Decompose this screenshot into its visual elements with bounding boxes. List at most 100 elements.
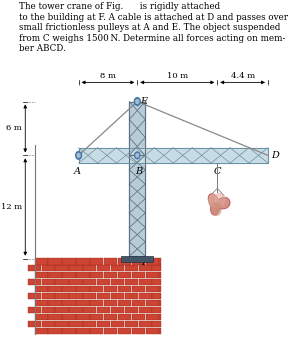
Bar bbox=[42, 279, 55, 285]
Bar bbox=[62, 258, 76, 265]
Bar bbox=[104, 314, 117, 320]
Bar bbox=[69, 265, 83, 272]
Bar bbox=[104, 286, 117, 292]
Text: 6 m: 6 m bbox=[6, 125, 22, 132]
Bar bbox=[55, 307, 69, 313]
Bar bbox=[146, 258, 159, 265]
Bar bbox=[153, 279, 161, 285]
Circle shape bbox=[76, 151, 81, 159]
Bar bbox=[118, 300, 131, 306]
Bar bbox=[146, 300, 159, 306]
Bar bbox=[35, 258, 48, 265]
Bar bbox=[90, 314, 103, 320]
Bar bbox=[90, 286, 103, 292]
Bar bbox=[104, 328, 117, 334]
Bar bbox=[118, 258, 131, 265]
Bar bbox=[97, 307, 110, 313]
Text: C: C bbox=[213, 166, 221, 176]
Text: B: B bbox=[135, 166, 142, 176]
Bar bbox=[28, 279, 41, 285]
Bar bbox=[104, 300, 117, 306]
Bar bbox=[62, 314, 76, 320]
Bar bbox=[132, 258, 145, 265]
Bar bbox=[125, 321, 138, 327]
Bar bbox=[90, 328, 103, 334]
Polygon shape bbox=[208, 194, 230, 215]
Bar bbox=[48, 328, 62, 334]
Bar bbox=[42, 321, 55, 327]
Bar bbox=[97, 265, 110, 272]
Bar bbox=[159, 328, 161, 334]
Bar bbox=[69, 321, 83, 327]
Polygon shape bbox=[129, 155, 145, 256]
Bar bbox=[132, 272, 145, 279]
Bar bbox=[118, 272, 131, 279]
Bar bbox=[97, 293, 110, 299]
Text: 12 m: 12 m bbox=[1, 203, 22, 211]
Bar bbox=[111, 265, 124, 272]
Bar bbox=[62, 272, 76, 279]
Polygon shape bbox=[79, 148, 268, 163]
Bar bbox=[69, 307, 83, 313]
Bar bbox=[42, 307, 55, 313]
Bar bbox=[139, 265, 152, 272]
Bar bbox=[35, 328, 48, 334]
Text: D: D bbox=[271, 151, 279, 160]
Circle shape bbox=[134, 98, 140, 105]
Bar bbox=[62, 300, 76, 306]
Bar bbox=[83, 321, 96, 327]
Bar bbox=[111, 293, 124, 299]
Circle shape bbox=[77, 154, 80, 157]
Bar bbox=[139, 279, 152, 285]
Bar bbox=[35, 300, 48, 306]
Bar bbox=[139, 321, 152, 327]
Bar bbox=[153, 307, 161, 313]
Bar bbox=[104, 258, 117, 265]
Bar bbox=[83, 265, 96, 272]
Circle shape bbox=[136, 99, 139, 103]
Bar bbox=[111, 279, 124, 285]
Text: 4.4 m: 4.4 m bbox=[230, 72, 255, 80]
Bar bbox=[125, 265, 138, 272]
Bar bbox=[76, 272, 90, 279]
Bar bbox=[125, 293, 138, 299]
Bar bbox=[118, 286, 131, 292]
Text: A: A bbox=[74, 166, 81, 176]
Polygon shape bbox=[129, 102, 145, 155]
Bar bbox=[139, 307, 152, 313]
Circle shape bbox=[209, 195, 218, 207]
Bar bbox=[48, 258, 62, 265]
Circle shape bbox=[135, 152, 140, 159]
Circle shape bbox=[136, 154, 139, 157]
Bar bbox=[97, 279, 110, 285]
Bar bbox=[28, 265, 41, 272]
Text: E: E bbox=[140, 97, 148, 106]
Bar bbox=[76, 286, 90, 292]
Bar bbox=[55, 293, 69, 299]
Bar bbox=[62, 286, 76, 292]
Bar bbox=[97, 321, 110, 327]
Bar bbox=[42, 265, 55, 272]
Bar bbox=[153, 321, 161, 327]
Bar bbox=[62, 328, 76, 334]
Bar bbox=[132, 314, 145, 320]
Bar bbox=[118, 314, 131, 320]
Bar bbox=[132, 286, 145, 292]
Bar bbox=[153, 293, 161, 299]
Bar bbox=[125, 307, 138, 313]
Bar bbox=[121, 256, 153, 262]
Bar bbox=[28, 293, 41, 299]
Bar bbox=[125, 279, 138, 285]
Text: F: F bbox=[141, 258, 148, 267]
Bar bbox=[76, 258, 90, 265]
Circle shape bbox=[215, 193, 225, 206]
Bar bbox=[159, 286, 161, 292]
Bar bbox=[153, 265, 161, 272]
Bar bbox=[159, 272, 161, 279]
Bar bbox=[28, 321, 41, 327]
Bar bbox=[159, 258, 161, 265]
Bar bbox=[28, 307, 41, 313]
Bar bbox=[48, 314, 62, 320]
Bar bbox=[146, 328, 159, 334]
Bar bbox=[55, 265, 69, 272]
